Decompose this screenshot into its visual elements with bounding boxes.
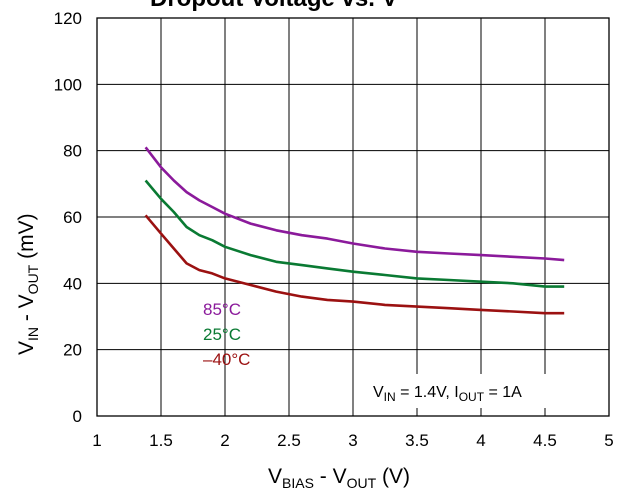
x-tick-label: 4 bbox=[476, 431, 485, 450]
xlabel-sub-bias: BIAS bbox=[282, 475, 314, 491]
y-tick-label: 40 bbox=[63, 274, 82, 293]
y-tick-label: 80 bbox=[63, 142, 82, 161]
x-tick-label: 1 bbox=[92, 431, 101, 450]
x-tick-label: 3.5 bbox=[405, 431, 429, 450]
grid-lines bbox=[96, 17, 610, 417]
annot-in-sub: IN bbox=[384, 390, 396, 404]
ylabel-mid: - V bbox=[15, 294, 38, 327]
legend-85c: 85°C bbox=[203, 300, 241, 319]
ylabel-v1: V bbox=[15, 341, 38, 355]
y-tick-label: 0 bbox=[73, 407, 82, 426]
ylabel-sub-in: IN bbox=[25, 327, 41, 341]
series-line-1 bbox=[144, 179, 565, 288]
x-tick-label: 3 bbox=[348, 431, 357, 450]
chart-title: Dropout Voltage vs. V bbox=[150, 0, 398, 12]
annot-text-2: = 1A bbox=[484, 384, 522, 401]
legend-minus40c: –40°C bbox=[203, 350, 250, 369]
xlabel-sub-out: OUT bbox=[347, 475, 377, 491]
x-tick-label: 5 bbox=[604, 431, 613, 450]
xlabel-v1: V bbox=[268, 465, 282, 488]
x-tick-label: 2 bbox=[220, 431, 229, 450]
x-tick-label: 1.5 bbox=[149, 431, 173, 450]
annot-out-sub: OUT bbox=[459, 390, 485, 404]
series-lines bbox=[144, 146, 565, 315]
y-tick-label: 60 bbox=[63, 208, 82, 227]
legend-25c: 25°C bbox=[203, 325, 241, 344]
x-tick-label: 2.5 bbox=[277, 431, 301, 450]
annot-v: V bbox=[373, 384, 384, 401]
x-axis-label: VBIAS - VOUT (V) bbox=[268, 465, 410, 491]
annot-text-1: = 1.4V, I bbox=[396, 384, 459, 401]
xlabel-end: (V) bbox=[376, 465, 410, 488]
ylabel-sub-out: OUT bbox=[25, 264, 41, 294]
series-line-0 bbox=[144, 146, 565, 262]
conditions-annotation: VIN = 1.4V, IOUT = 1A bbox=[373, 384, 522, 404]
y-tick-label: 100 bbox=[54, 75, 82, 94]
y-axis-label: VIN - VOUT (mV) bbox=[15, 213, 41, 355]
plot-frame bbox=[96, 17, 610, 417]
y-tick-label: 20 bbox=[63, 341, 82, 360]
annotation-box bbox=[366, 374, 606, 408]
x-tick-label: 4.5 bbox=[533, 431, 557, 450]
series-line-2 bbox=[144, 214, 565, 315]
ylabel-end: (mV) bbox=[15, 213, 38, 264]
xlabel-mid: - V bbox=[314, 465, 347, 488]
y-tick-label: 120 bbox=[54, 9, 82, 28]
tick-labels: 1 1.5 2 2.5 3 3.5 4 4.5 5 0 20 40 60 80 100 120 bbox=[54, 9, 614, 450]
